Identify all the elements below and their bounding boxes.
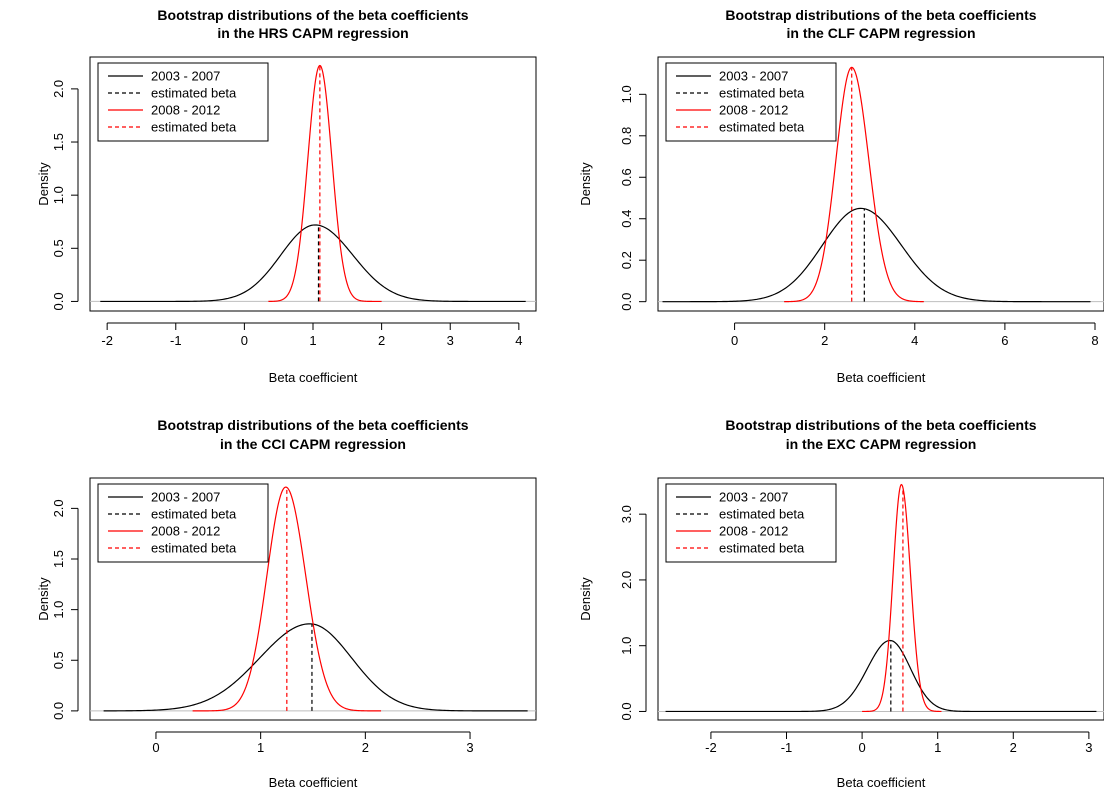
plot-area xyxy=(103,486,528,712)
y-tick-label: 2.0 xyxy=(51,499,66,517)
legend-label: 2003 - 2007 xyxy=(719,69,788,84)
chart-title: Bootstrap distributions of the beta coef… xyxy=(725,7,1036,23)
legend-label: estimated beta xyxy=(151,120,237,135)
legend-label: 2008 - 2012 xyxy=(719,103,788,118)
y-axis-label: Density xyxy=(578,162,593,206)
legend: 2003 - 2007 estimated beta 2008 - 2012 esti… xyxy=(97,62,269,142)
x-tick-label: 3 xyxy=(447,333,454,348)
legend-label: 2003 - 2007 xyxy=(151,490,220,505)
density-line-period2 xyxy=(192,486,382,712)
x-axis-label: Beta coefficient xyxy=(837,370,926,385)
density-line-period2 xyxy=(862,483,942,713)
y-tick-label: 1.0 xyxy=(619,637,634,655)
y-tick-label: 0.4 xyxy=(619,210,634,228)
plot-frame xyxy=(657,56,1104,312)
y-tick-label: 2.0 xyxy=(619,571,634,589)
density-line-period1 xyxy=(100,224,526,303)
legend-label: 2008 - 2012 xyxy=(719,524,788,539)
x-tick-label: 0 xyxy=(152,740,159,755)
x-tick-label: 0 xyxy=(858,740,865,755)
x-tick-label: 1 xyxy=(934,740,941,755)
x-tick-label: -1 xyxy=(781,740,793,755)
x-tick-label: 0 xyxy=(241,333,248,348)
x-tick-label: 2 xyxy=(378,333,385,348)
y-tick-label: 1.5 xyxy=(51,550,66,568)
y-tick-label: 0.0 xyxy=(51,702,66,720)
y-tick-label: 0.0 xyxy=(619,293,634,311)
legend-label: estimated beta xyxy=(151,541,237,556)
legend-label: estimated beta xyxy=(151,86,237,101)
x-tick-label: 2 xyxy=(362,740,369,755)
chart-panel-4: Bootstrap distributions of the beta coef… xyxy=(578,417,1104,790)
legend-label: estimated beta xyxy=(719,86,805,101)
x-tick-label: 4 xyxy=(515,333,522,348)
density-line-period2 xyxy=(784,66,924,303)
y-axis-label: Density xyxy=(36,162,51,206)
x-tick-label: 0 xyxy=(731,333,738,348)
legend: 2003 - 2007 estimated beta 2008 - 2012 esti… xyxy=(97,483,269,563)
x-axis-label: Beta coefficient xyxy=(269,370,358,385)
density-line-period1 xyxy=(103,623,528,712)
x-tick-label: 1 xyxy=(309,333,316,348)
density-line-period2 xyxy=(268,64,382,303)
y-tick-label: 0.2 xyxy=(619,251,634,269)
plot-frame xyxy=(657,477,1104,721)
y-tick-label: 2.0 xyxy=(51,80,66,98)
chart-title-line2: in the HRS CAPM regression xyxy=(217,25,408,41)
x-tick-label: 3 xyxy=(1085,740,1092,755)
y-axis-label: Density xyxy=(578,577,593,621)
density-line-period1 xyxy=(662,207,1091,303)
y-tick-label: 0.6 xyxy=(619,168,634,186)
x-tick-label: -2 xyxy=(101,333,113,348)
y-tick-label: 0.5 xyxy=(51,239,66,257)
x-tick-label: -1 xyxy=(170,333,182,348)
y-tick-label: 0.0 xyxy=(51,292,66,310)
y-tick-label: 1.0 xyxy=(51,186,66,204)
x-tick-label: 2 xyxy=(821,333,828,348)
legend-label: estimated beta xyxy=(719,507,805,522)
legend-label: estimated beta xyxy=(719,120,805,135)
legend-label: 2003 - 2007 xyxy=(719,490,788,505)
chart-panel-3: Bootstrap distributions of the beta coef… xyxy=(36,417,537,790)
chart-title-line2: in the CLF CAPM regression xyxy=(786,25,975,41)
x-tick-label: -2 xyxy=(705,740,717,755)
x-tick-label: 6 xyxy=(1001,333,1008,348)
y-tick-label: 3.0 xyxy=(619,505,634,523)
x-tick-label: 1 xyxy=(257,740,264,755)
x-axis-label: Beta coefficient xyxy=(269,775,358,790)
chart-title: Bootstrap distributions of the beta coef… xyxy=(157,7,468,23)
density-line-period1 xyxy=(665,639,1097,713)
x-tick-label: 2 xyxy=(1010,740,1017,755)
plot-area xyxy=(100,64,526,303)
x-axis-label: Beta coefficient xyxy=(837,775,926,790)
y-tick-label: 1.0 xyxy=(619,85,634,103)
plot-area xyxy=(662,66,1091,303)
y-tick-label: 1.0 xyxy=(51,601,66,619)
legend: 2003 - 2007 estimated beta 2008 - 2012 esti… xyxy=(665,483,837,563)
x-tick-label: 3 xyxy=(466,740,473,755)
y-tick-label: 1.5 xyxy=(51,133,66,151)
y-axis-label: Density xyxy=(36,577,51,621)
chart-title-line2: in the EXC CAPM regression xyxy=(786,436,977,452)
plot-frame xyxy=(89,477,537,721)
y-tick-label: 0.5 xyxy=(51,651,66,669)
legend-label: 2008 - 2012 xyxy=(151,524,220,539)
legend-label: 2008 - 2012 xyxy=(151,103,220,118)
legend-label: estimated beta xyxy=(151,507,237,522)
plot-area xyxy=(665,483,1097,713)
y-tick-label: 0.8 xyxy=(619,127,634,145)
chart-panel-2: Bootstrap distributions of the beta coef… xyxy=(578,7,1104,385)
legend-label: 2003 - 2007 xyxy=(151,69,220,84)
legend-label: estimated beta xyxy=(719,541,805,556)
y-tick-label: 0.0 xyxy=(619,702,634,720)
plot-frame xyxy=(89,56,537,312)
chart-title: Bootstrap distributions of the beta coef… xyxy=(725,417,1036,433)
x-tick-label: 4 xyxy=(911,333,918,348)
chart-title-line2: in the CCI CAPM regression xyxy=(220,436,406,452)
chart-panel-1: Bootstrap distributions of the beta coef… xyxy=(36,7,537,385)
legend: 2003 - 2007 estimated beta 2008 - 2012 esti… xyxy=(665,62,837,142)
chart-title: Bootstrap distributions of the beta coef… xyxy=(157,417,468,433)
x-tick-label: 8 xyxy=(1091,333,1098,348)
